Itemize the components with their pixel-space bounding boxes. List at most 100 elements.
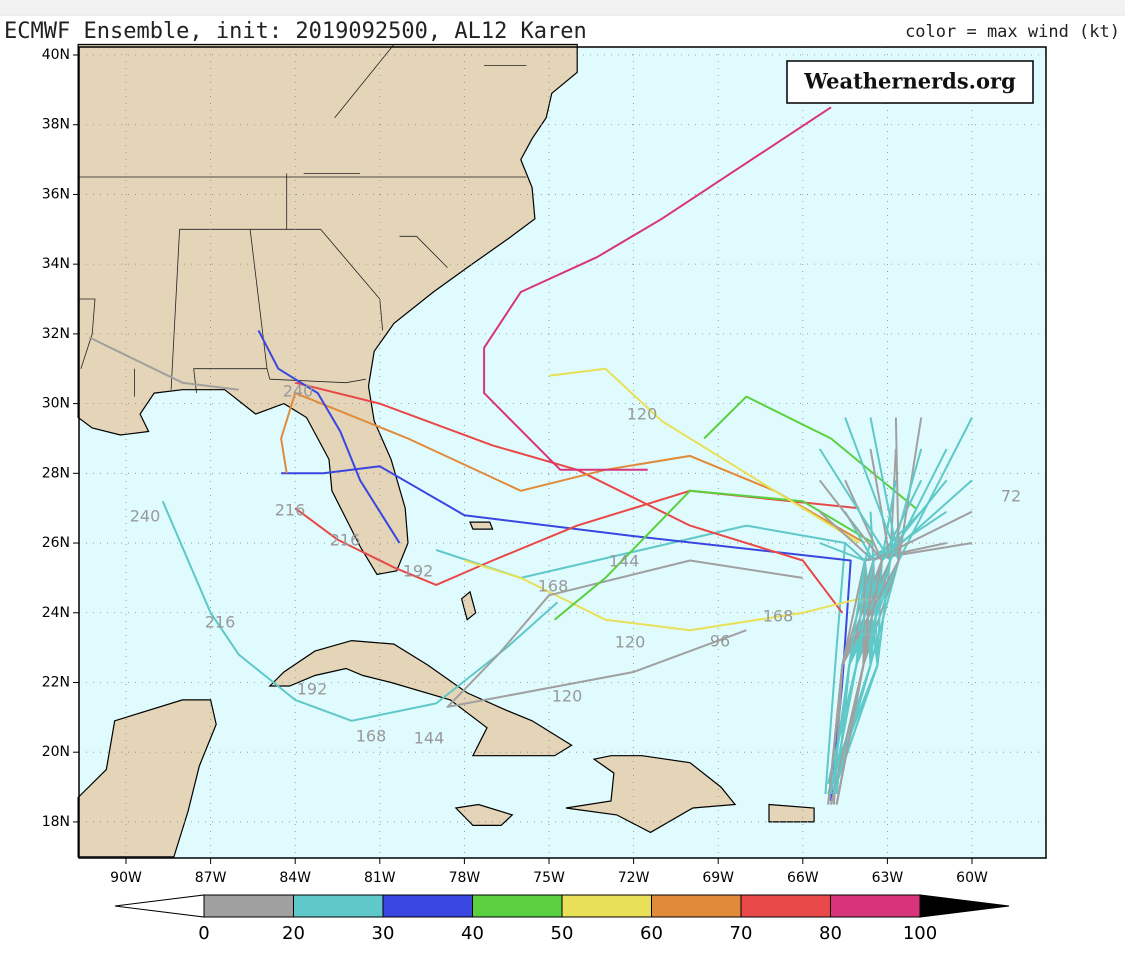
colorbar-bin xyxy=(472,894,563,918)
lon-label: 60W xyxy=(956,870,988,886)
track-hour-label: 168 xyxy=(763,607,794,626)
title: ECMWF Ensemble, init: 2019092500, AL12 K… xyxy=(4,19,587,44)
landmass xyxy=(454,803,514,827)
track-hour-label: 96 xyxy=(710,632,730,651)
track xyxy=(483,106,832,471)
colorbar-bin xyxy=(382,894,473,918)
track xyxy=(832,511,875,784)
lat-label: 38N xyxy=(42,117,70,133)
colorbar-label: 40 xyxy=(461,923,484,944)
land xyxy=(77,43,815,858)
colorbar-bin xyxy=(651,894,742,918)
track-hour-label: 192 xyxy=(297,680,328,699)
track-hour-label: 192 xyxy=(403,562,434,581)
landmass xyxy=(469,521,494,530)
state-border xyxy=(193,229,268,394)
colorbar-label: 80 xyxy=(819,923,842,944)
track-labels: 240 216 216 216 192 168 144 120 120 120 168 144 192 7… xyxy=(130,382,1021,748)
track xyxy=(553,489,874,621)
landmass xyxy=(460,590,477,621)
top-bar xyxy=(0,0,1125,14)
colorbar-bin xyxy=(740,894,831,918)
colorbar-label: 20 xyxy=(282,923,305,944)
track xyxy=(835,417,900,795)
colorbar-bin xyxy=(561,894,652,918)
track-hour-label: 240 xyxy=(130,507,161,526)
colorbar-label: 30 xyxy=(372,923,395,944)
landmass xyxy=(268,639,573,757)
colorbar-label: 60 xyxy=(640,923,663,944)
state-border xyxy=(334,44,395,118)
lat-label: 24N xyxy=(42,605,70,621)
legend-note: color = max wind (kt) xyxy=(905,22,1120,42)
track-hour-label: 144 xyxy=(609,552,640,571)
colorbar-bin xyxy=(830,894,921,918)
lon-label: 63W xyxy=(872,870,904,886)
track xyxy=(446,559,803,708)
lon-label: 75W xyxy=(533,870,565,886)
track xyxy=(548,367,860,544)
colorbar-label: 100 xyxy=(903,923,937,944)
lat-label: 20N xyxy=(42,744,70,760)
track xyxy=(835,448,923,784)
watermark: Weathernerds.org xyxy=(803,69,1016,94)
lon-label: 66W xyxy=(787,870,819,886)
map-frame xyxy=(78,46,1047,859)
colorbar-bin xyxy=(203,894,294,918)
track xyxy=(294,489,860,586)
state-border xyxy=(266,368,366,384)
track xyxy=(257,329,401,544)
lon-label: 81W xyxy=(364,870,396,886)
state-border xyxy=(170,229,180,390)
track xyxy=(818,479,883,805)
track-hour-label: 168 xyxy=(356,727,387,746)
track-hour-label: 240 xyxy=(283,382,314,401)
lon-label: 87W xyxy=(195,870,227,886)
lat-label: 34N xyxy=(42,256,70,272)
track-hour-label: 144 xyxy=(414,729,445,748)
lon-label: 72W xyxy=(618,870,650,886)
colorbar-label: 50 xyxy=(551,923,574,944)
track xyxy=(88,336,239,391)
lat-label: 26N xyxy=(42,535,70,551)
tracks xyxy=(88,106,973,805)
track xyxy=(819,542,866,784)
landmass xyxy=(768,803,815,823)
track-hour-label: 216 xyxy=(330,531,361,550)
lat-label: 36N xyxy=(42,186,70,202)
lat-label: 28N xyxy=(42,465,70,481)
lon-label: 69W xyxy=(702,870,734,886)
lat-label: 32N xyxy=(42,326,70,342)
state-border xyxy=(78,298,96,369)
track-hour-label: 216 xyxy=(275,501,306,520)
landmass xyxy=(77,699,217,858)
track xyxy=(830,510,973,805)
watermark-box xyxy=(786,60,1034,104)
lat-label: 30N xyxy=(42,396,70,412)
lat-label: 18N xyxy=(42,814,70,830)
track xyxy=(280,392,866,544)
track-hour-label: 120 xyxy=(552,687,583,706)
track-hour-label: 168 xyxy=(538,577,569,596)
track xyxy=(827,417,900,805)
lon-label: 78W xyxy=(449,870,481,886)
track xyxy=(464,559,874,632)
colorbar-low xyxy=(114,894,205,918)
colorbar: 0 20 30 40 50 60 70 80 100 xyxy=(114,894,1010,944)
track-hour-label: 120 xyxy=(615,633,646,652)
colorbar-label: 70 xyxy=(730,923,753,944)
track-hour-label: 120 xyxy=(627,405,658,424)
track xyxy=(832,448,892,805)
lon-label: 90W xyxy=(110,870,142,886)
state-border xyxy=(399,235,448,268)
track-hour-label: 216 xyxy=(205,613,236,632)
lat-label: 22N xyxy=(42,674,70,690)
colorbar-label: 0 xyxy=(198,923,209,944)
colorbar-high xyxy=(919,894,1010,918)
lat-label: 40N xyxy=(42,47,70,63)
landmass xyxy=(565,755,737,834)
colorbar-bin xyxy=(293,894,384,918)
track xyxy=(703,395,917,509)
track-hour-label: 72 xyxy=(1001,487,1021,506)
